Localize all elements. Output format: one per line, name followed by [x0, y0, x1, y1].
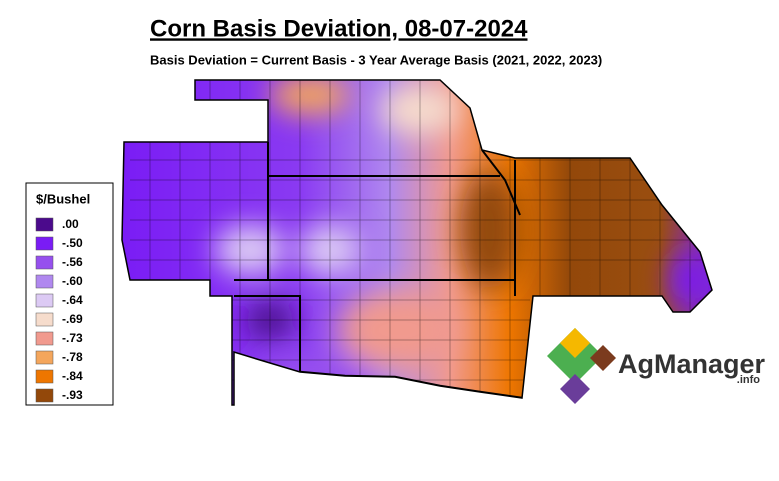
logo: AgManager .info [547, 328, 766, 404]
legend-swatch [35, 293, 54, 308]
legend-label: -.78 [62, 350, 83, 364]
legend-swatch [35, 350, 54, 365]
logo-suffix: .info [737, 374, 760, 386]
map-outline [121, 79, 713, 406]
legend-swatch [35, 217, 54, 232]
county-lines [130, 80, 712, 405]
legend-swatch [35, 369, 54, 384]
legend-label: -.73 [62, 331, 83, 345]
legend-label: -.50 [62, 236, 83, 250]
legend-swatch [35, 236, 54, 251]
legend-label: -.56 [62, 255, 83, 269]
legend-label: -.64 [62, 293, 83, 307]
legend-label: .00 [62, 217, 79, 231]
legend-swatch [35, 274, 54, 289]
legend-label: -.69 [62, 312, 83, 326]
subtitle: Basis Deviation = Current Basis - 3 Year… [150, 52, 602, 67]
legend-label: -.93 [62, 388, 83, 402]
legend-swatch [35, 255, 54, 270]
legend-items: .00 -.50 -.56 -.60 -.64 -.69 -.73 -.78 -.84 -.93 [35, 217, 83, 403]
title: Corn Basis Deviation, 08-07-2024 [150, 15, 528, 42]
legend-label: -.60 [62, 274, 83, 288]
legend-swatch [35, 331, 54, 346]
legend-label: -.84 [62, 369, 83, 383]
legend-swatch [35, 312, 54, 327]
legend-swatch [35, 388, 54, 403]
logo-name: AgManager [618, 349, 766, 379]
legend-title: $/Bushel [36, 191, 90, 206]
